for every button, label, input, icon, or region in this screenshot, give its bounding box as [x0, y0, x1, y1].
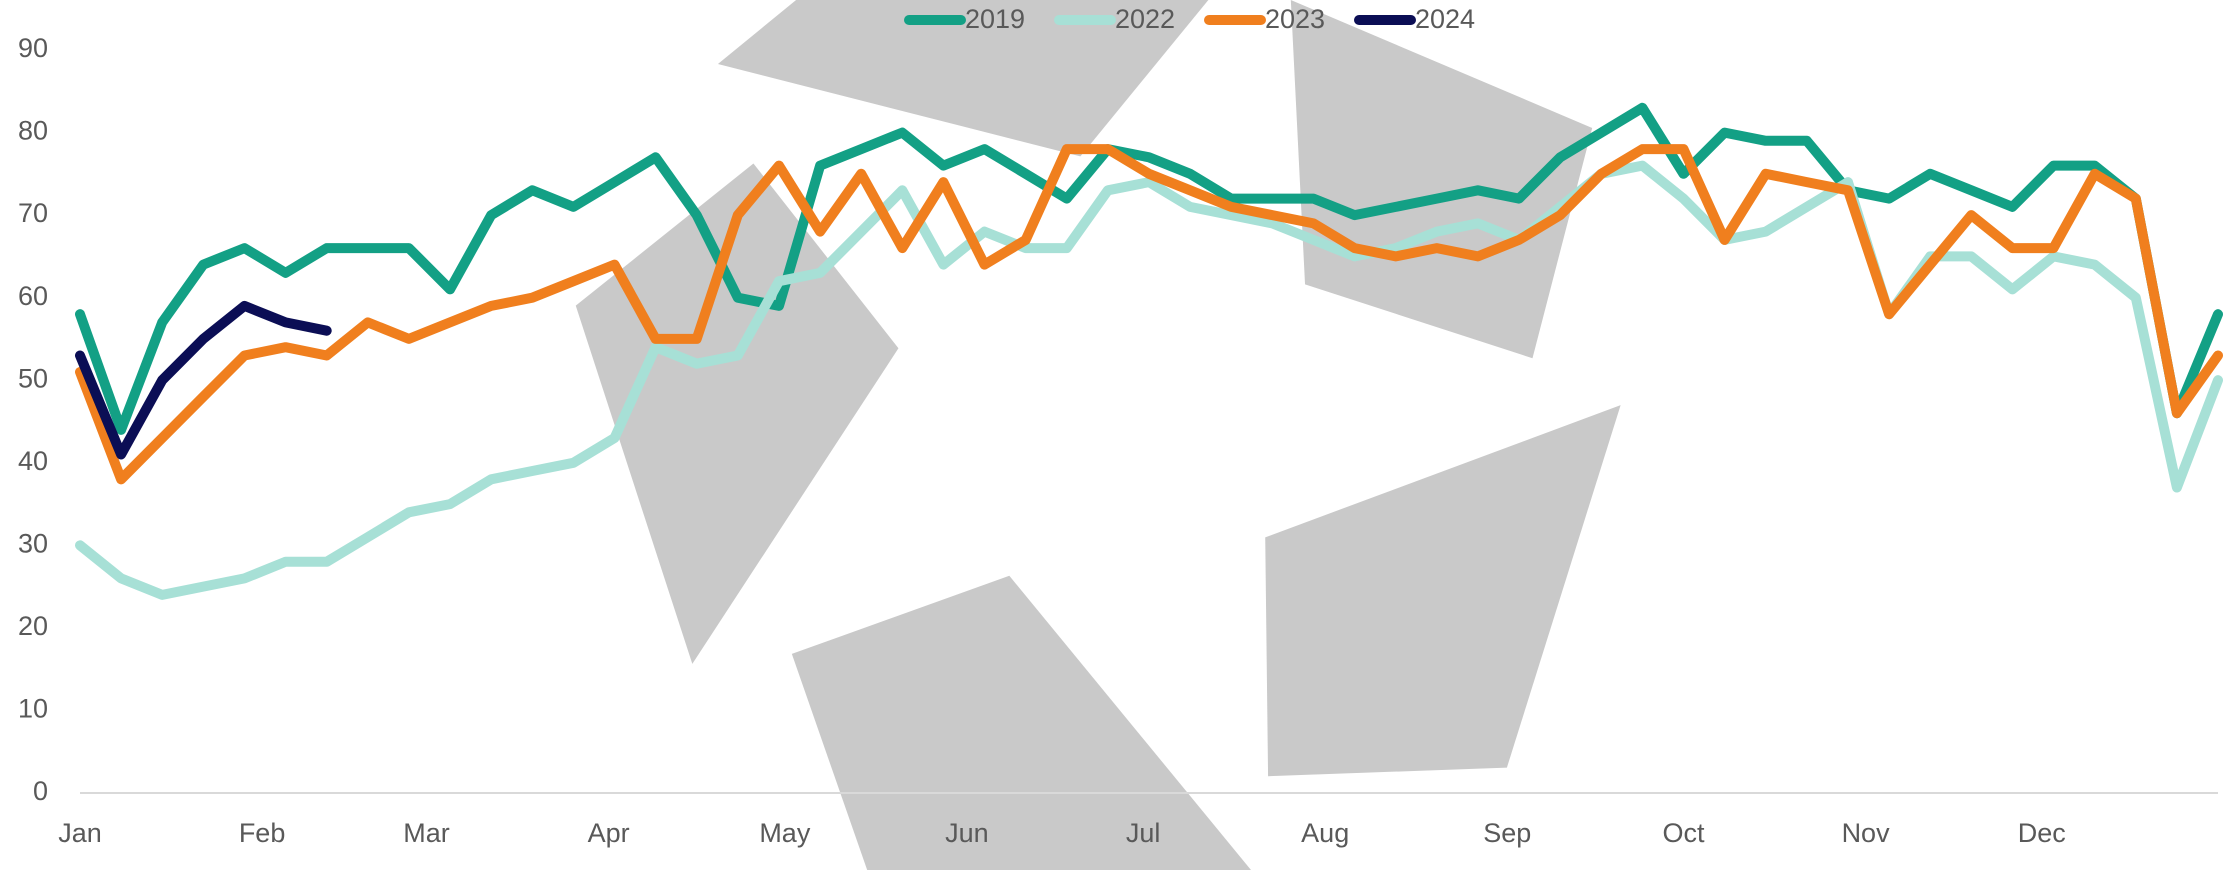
x-tick-label: Dec [2018, 818, 2066, 848]
legend: 2019 2022 2023 2024 [904, 4, 1475, 34]
y-tick-label: 70 [18, 198, 48, 228]
y-tick-label: 30 [18, 528, 48, 558]
legend-label: 2019 [965, 4, 1025, 34]
series-line [75, 144, 2223, 485]
axes: 0 10 20 30 40 50 60 70 80 90 Jan Feb Mar Apr May Jun Jul… [18, 33, 2218, 848]
series-line [75, 102, 2223, 435]
x-tick-label: Oct [1662, 818, 1705, 848]
y-tick-label: 60 [18, 281, 48, 311]
logo-shape [1290, 0, 1593, 359]
background-logo [575, 0, 1621, 871]
x-tick-label: Jun [945, 818, 989, 848]
legend-label: 2022 [1115, 4, 1175, 34]
y-tick-label: 80 [18, 116, 48, 146]
y-tick-label: 90 [18, 33, 48, 63]
plot-area [75, 102, 2223, 600]
legend-label: 2024 [1415, 4, 1475, 34]
x-tick-label: Nov [1842, 818, 1891, 848]
x-tick-label: May [759, 818, 811, 848]
logo-shape [575, 163, 899, 664]
logo-shape [1265, 405, 1621, 777]
y-tick-label: 50 [18, 363, 48, 393]
y-tick-label: 40 [18, 446, 48, 476]
y-tick-label: 0 [33, 776, 48, 806]
y-tick-label: 10 [18, 694, 48, 724]
x-tick-label: Jan [58, 818, 102, 848]
series-line [75, 160, 2223, 600]
legend-label: 2023 [1265, 4, 1325, 34]
x-tick-label: Feb [239, 818, 286, 848]
series-line [75, 300, 332, 460]
x-tick-label: Jul [1126, 818, 1161, 848]
x-tick-label: Mar [403, 818, 450, 848]
x-tick-label: Sep [1483, 818, 1531, 848]
logo-shape [791, 575, 1252, 871]
y-tick-label: 20 [18, 611, 48, 641]
x-tick-label: Apr [588, 818, 630, 848]
x-tick-label: Aug [1301, 818, 1349, 848]
logo-shape [717, 0, 1209, 157]
